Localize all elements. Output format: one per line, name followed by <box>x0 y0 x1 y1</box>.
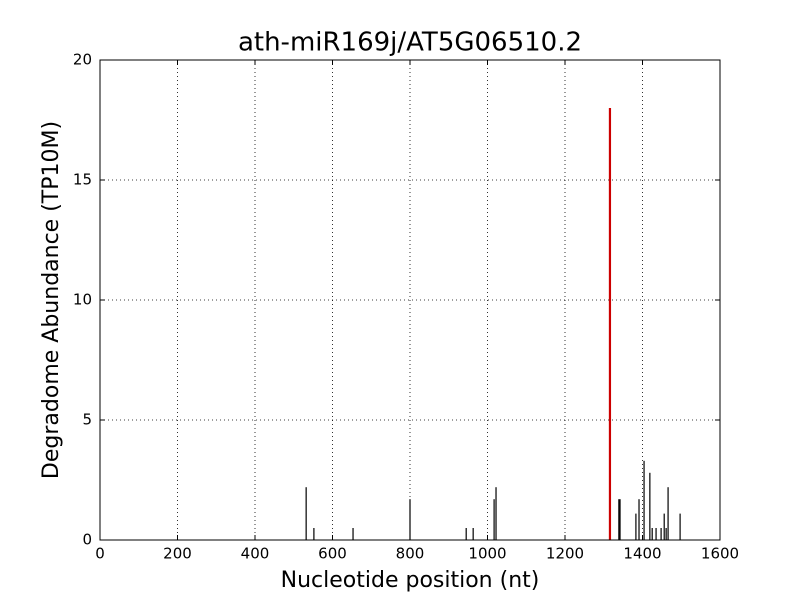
x-axis-label: Nucleotide position (nt) <box>281 568 540 593</box>
x-tick-label: 1600 <box>701 545 739 563</box>
x-tick-label: 1400 <box>623 545 661 563</box>
x-tick-label: 800 <box>396 545 425 563</box>
x-tick-label: 200 <box>163 545 192 563</box>
x-tick-label: 0 <box>95 545 105 563</box>
x-tick-label: 1200 <box>546 545 584 563</box>
x-tick-label: 400 <box>241 545 270 563</box>
y-axis-label: Degradome Abundance (TP10M) <box>39 121 64 479</box>
plot-frame <box>99 59 721 541</box>
chart-title: ath-miR169j/AT5G06510.2 <box>238 28 582 58</box>
x-tick-label: 1000 <box>468 545 506 563</box>
y-tick-label: 5 <box>82 411 92 429</box>
y-tick-label: 20 <box>73 51 92 69</box>
y-tick-label: 0 <box>82 531 92 549</box>
y-tick-label: 10 <box>73 291 92 309</box>
y-tick-label: 15 <box>73 171 92 189</box>
x-tick-label: 600 <box>318 545 347 563</box>
